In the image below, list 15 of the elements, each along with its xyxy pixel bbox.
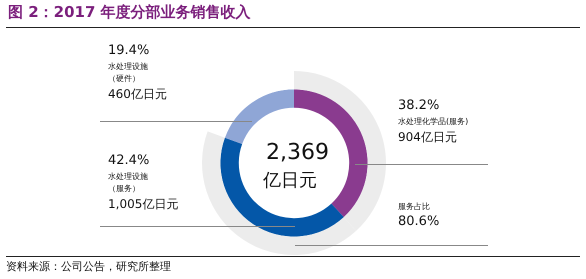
slice-label: 水处理化学品(服务) [398,116,470,128]
data-label: 1,005亿日元 [108,196,178,213]
text: 42.4% [108,153,150,168]
text: 38.2% [398,98,440,113]
data-label: 904亿日元 [398,129,457,146]
slice-label: 水处理设施（硬件） [108,61,149,85]
text: 服务占比 [398,201,430,212]
text: 资料来源：公司公告，研究所整理 [6,259,171,274]
data-label: 460亿日元 [108,86,167,103]
text: 19.4% [108,43,150,58]
text: 亿日元 [263,169,317,192]
text: 2,369 [266,140,329,165]
chart-title: 图 2：2017 年度分部业务销售收入 [8,3,251,22]
slice-label: 水处理设施（服务） [108,171,149,195]
text: 80.6% [398,214,440,229]
